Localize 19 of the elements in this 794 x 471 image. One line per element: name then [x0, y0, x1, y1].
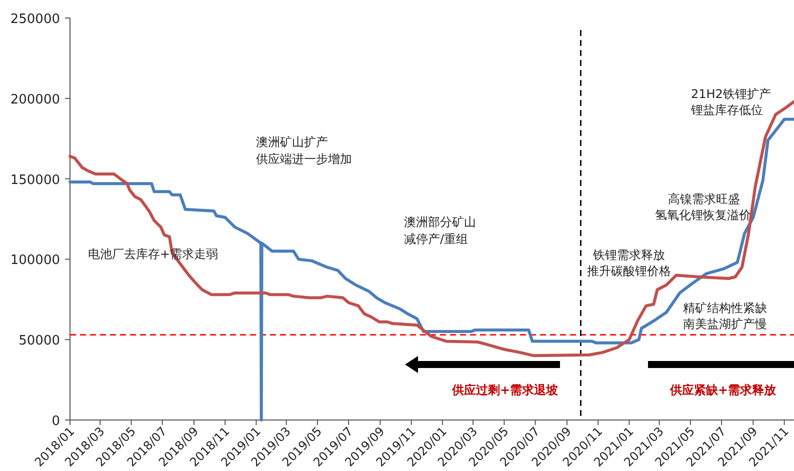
annotation: 推升碳酸锂价格	[587, 264, 671, 278]
annotation: 21H2铁锂扩产	[691, 87, 771, 101]
y-tick-label: 250000	[10, 12, 60, 27]
annotation: 减停产/重组	[404, 232, 468, 246]
annotation: 精矿结构性紧缺	[683, 301, 767, 315]
annotation: 铁锂需求释放	[592, 248, 665, 262]
annotation: 供应紧缺+需求释放	[669, 383, 778, 397]
y-tick-label: 0	[52, 414, 60, 429]
annotation: 供应过剩+需求退坡	[451, 383, 560, 397]
y-tick-label: 100000	[10, 253, 60, 268]
annotation: 澳洲部分矿山	[404, 215, 476, 229]
annotation: 澳洲矿山扩产	[256, 135, 328, 149]
y-tick-label: 200000	[10, 92, 60, 108]
annotation: 南美盐湖扩产慢	[683, 317, 767, 331]
annotation: 高镍需求旺盛	[668, 192, 740, 206]
y-tick-label: 150000	[10, 172, 60, 188]
annotation: 锂盐库存低位	[690, 103, 763, 117]
annotation: 供应端进一步增加	[256, 152, 352, 166]
y-tick-label: 50000	[18, 334, 60, 349]
